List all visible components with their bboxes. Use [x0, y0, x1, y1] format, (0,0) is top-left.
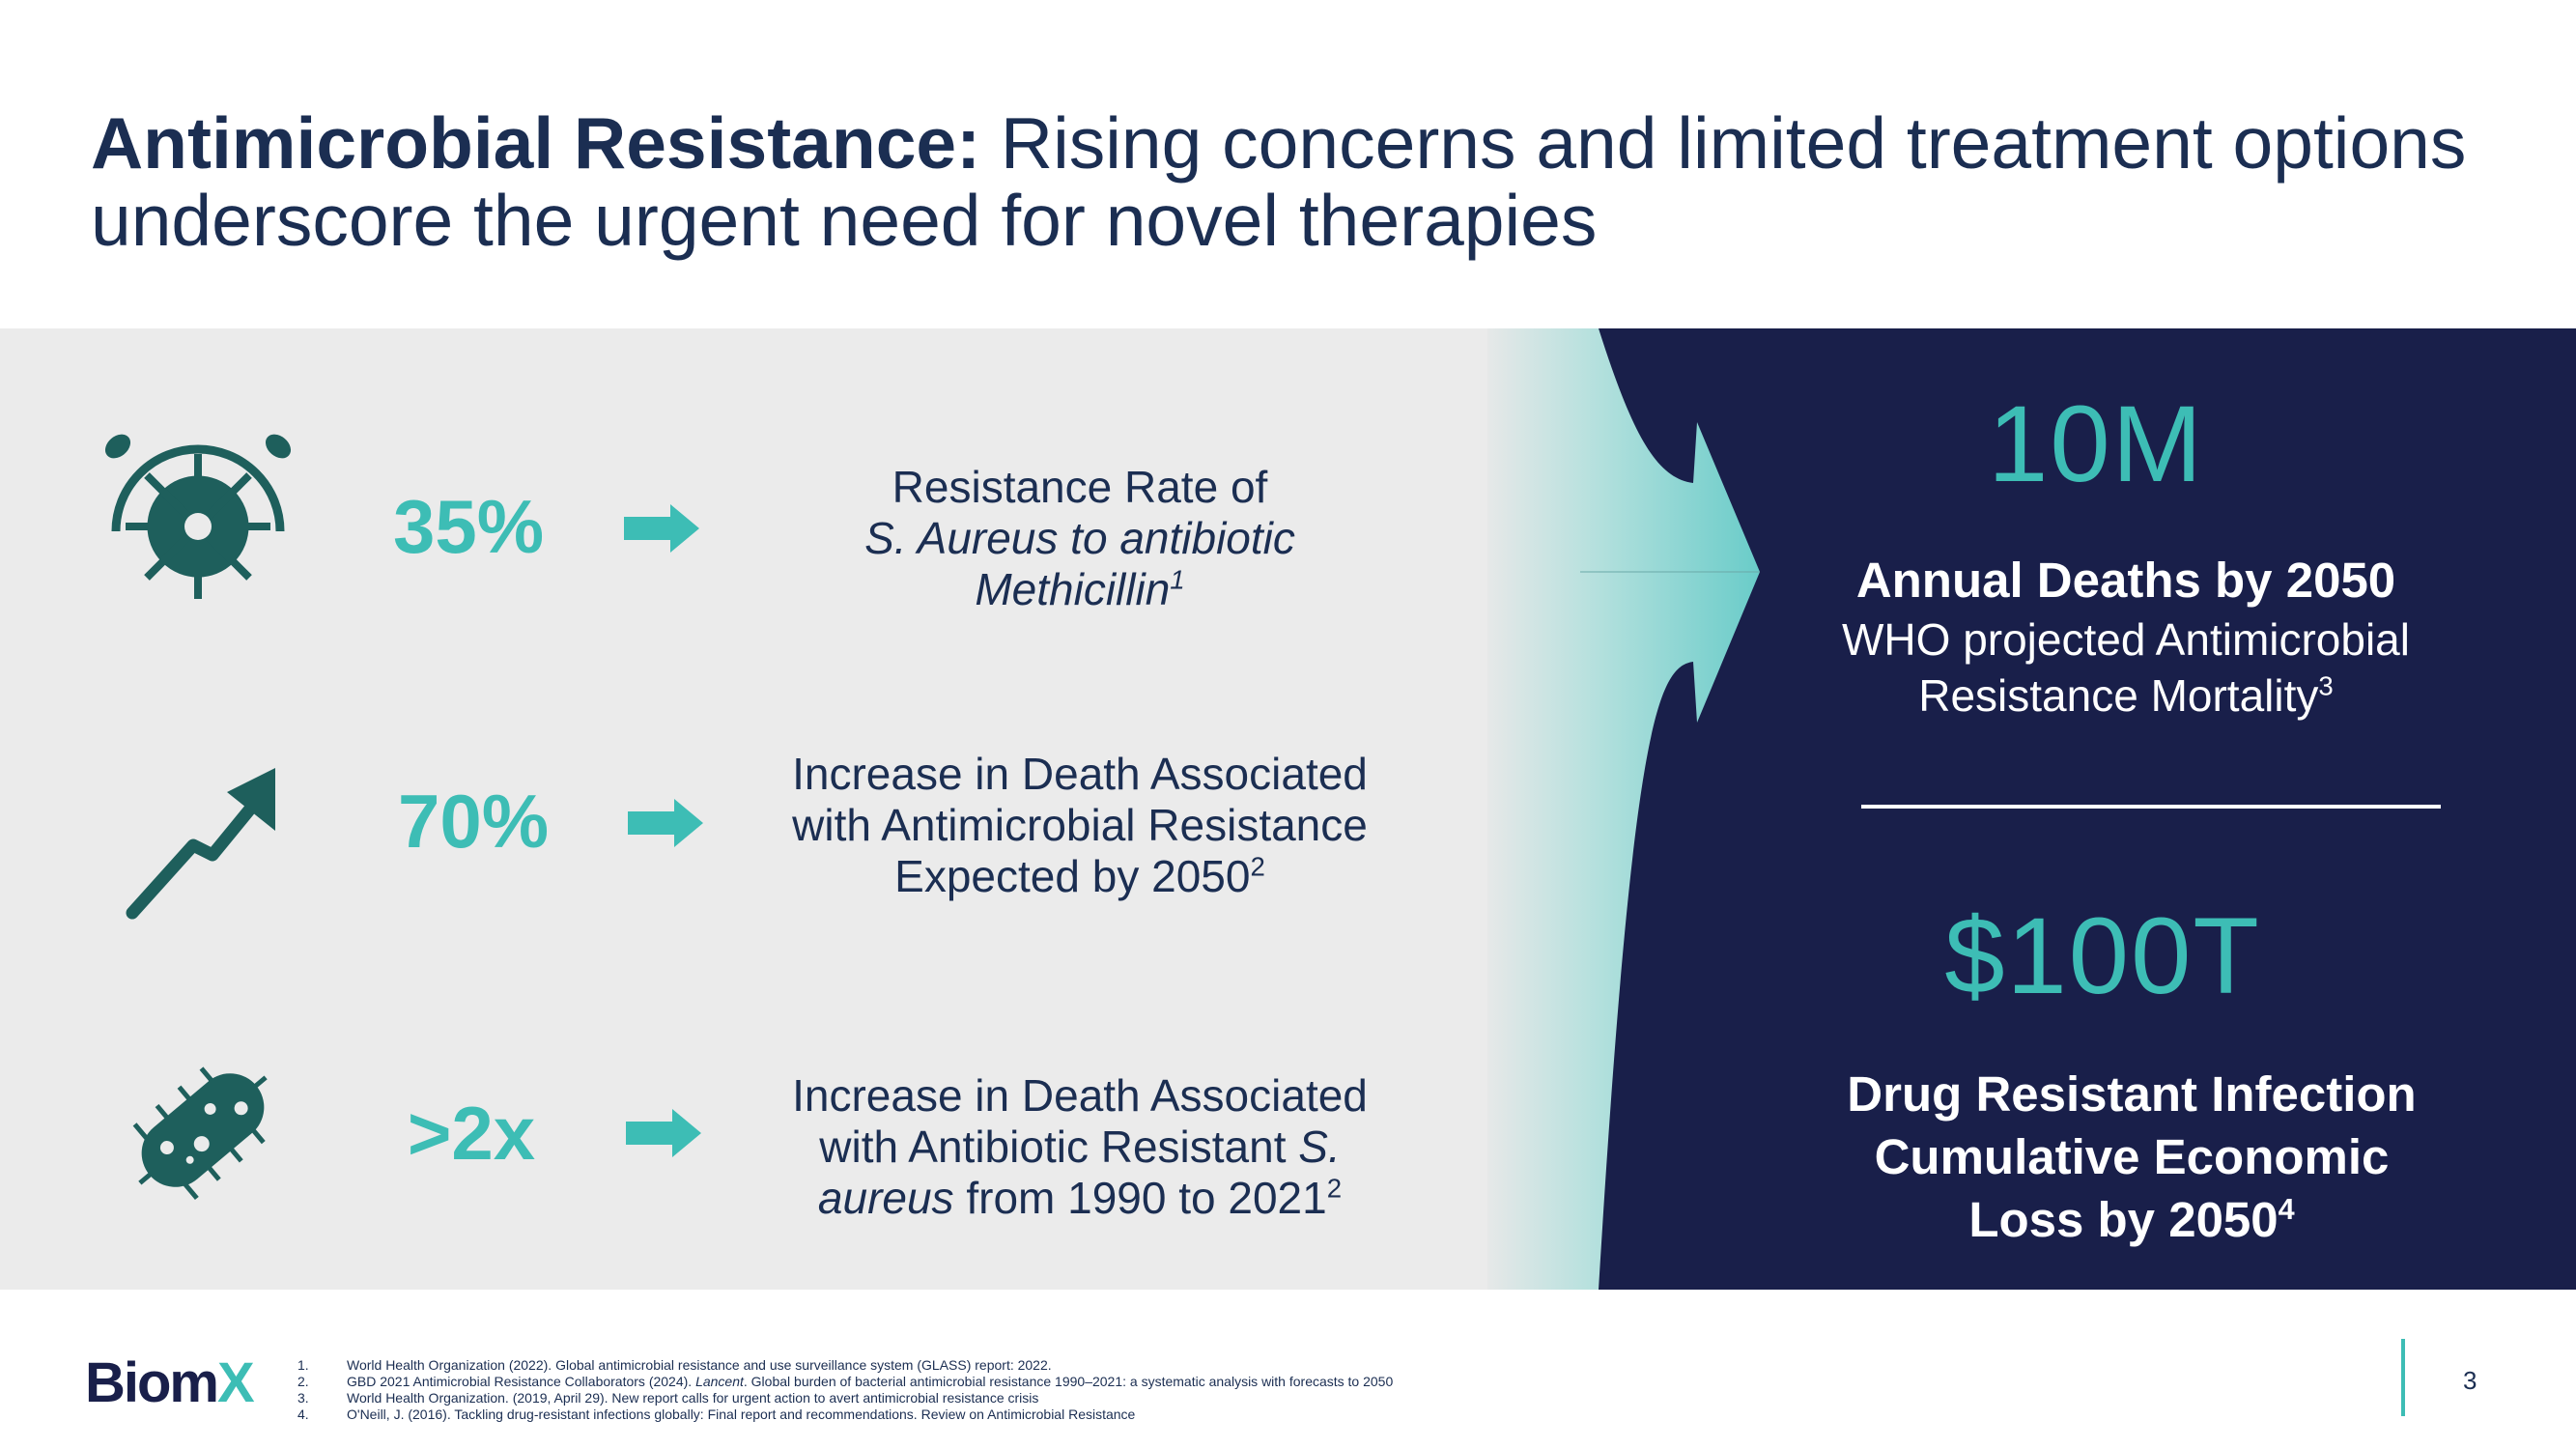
stat-value: 35%: [392, 484, 545, 569]
footnote-text: . Global burden of bacterial antimicrobi…: [743, 1374, 1394, 1389]
footnote: 2. GBD 2021 Antimicrobial Resistance Coll…: [297, 1374, 1393, 1390]
desc-italic: S.: [1298, 1122, 1341, 1172]
footnote-ref: 2: [1250, 851, 1265, 882]
stat-description: Increase in Death Associated with Antibi…: [713, 1070, 1447, 1224]
deaths-value: 10M: [1988, 384, 2204, 504]
stat-description: Increase in Death Associated with Antimi…: [713, 749, 1447, 902]
desc-line: from 1990 to 2021: [953, 1173, 1327, 1223]
biomx-logo: BiomX: [85, 1350, 255, 1415]
footer-divider: [2401, 1339, 2405, 1416]
right-arrow-icon: [628, 799, 703, 847]
footnote: 4. O'Neill, J. (2016). Tackling drug-resi…: [297, 1406, 1135, 1423]
footnote-text: O'Neill, J. (2016). Tackling drug-resist…: [347, 1406, 1136, 1422]
title-line: Cumulative Economic: [1874, 1129, 2390, 1184]
footnote-number: 2.: [297, 1374, 309, 1389]
footnote-text: GBD 2021 Antimicrobial Resistance Collab…: [347, 1374, 696, 1389]
title-line: Drug Resistant Infection: [1847, 1066, 2417, 1122]
desc-line: Methicillin: [975, 564, 1171, 614]
footnote-journal: Lancent: [695, 1374, 744, 1389]
economic-value: $100T: [1944, 895, 2261, 1016]
footnote-ref: 4: [2278, 1193, 2295, 1226]
stat-value: >2x: [407, 1091, 536, 1176]
footnote: 3. World Health Organization. (2019, Apri…: [297, 1390, 1038, 1406]
slide-title: Antimicrobial Resistance: Rising concern…: [91, 104, 2505, 259]
footnote-ref: 3: [2318, 670, 2334, 701]
footnote-text: World Health Organization. (2019, April …: [347, 1390, 1039, 1406]
economic-title: Drug Resistant Infection Cumulative Econ…: [1765, 1063, 2499, 1251]
footnote: 1. World Health Organization (2022). Glob…: [297, 1357, 1052, 1374]
stat-value: 70%: [397, 779, 550, 864]
title-rest: Rising concerns and limited treatment op…: [91, 102, 2467, 261]
logo-text: Biom: [85, 1351, 219, 1414]
desc-line: Expected by 2050: [894, 851, 1251, 901]
desc-line: with Antimicrobial Resistance: [792, 800, 1368, 850]
title-bold: Antimicrobial Resistance:: [91, 102, 981, 184]
alarm-virus-icon: [104, 434, 292, 599]
flow-arrow-shape: [1487, 328, 1760, 1290]
divider: [1861, 805, 2441, 809]
bacterium-icon: [132, 1066, 268, 1201]
footnote-number: 3.: [297, 1390, 309, 1406]
stat-description: Resistance Rate of S. Aureus to antibiot…: [713, 462, 1447, 615]
title-line: Loss by 2050: [1968, 1192, 2279, 1247]
footnote-number: 4.: [297, 1406, 309, 1422]
footnote-ref: 1: [1170, 564, 1185, 595]
sub-line: Resistance Mortality: [1918, 670, 2319, 721]
footnote-ref: 2: [1326, 1173, 1343, 1204]
right-arrow-icon: [624, 504, 699, 553]
footnote-number: 1.: [297, 1357, 309, 1373]
right-arrow-icon: [626, 1109, 701, 1157]
footnote-text: World Health Organization (2022). Global…: [347, 1357, 1052, 1373]
desc-line: Increase in Death Associated: [792, 749, 1368, 799]
desc-line: S. Aureus to antibiotic: [864, 513, 1295, 563]
desc-line: Resistance Rate of: [892, 462, 1268, 512]
page-number: 3: [2463, 1366, 2477, 1395]
desc-italic: aureus: [817, 1173, 954, 1223]
desc-line: Increase in Death Associated: [792, 1070, 1368, 1121]
deaths-title: Annual Deaths by 2050: [1855, 553, 2396, 608]
sub-line: WHO projected Antimicrobial: [1842, 614, 2410, 665]
deaths-sub: WHO projected Antimicrobial Resistance M…: [1759, 611, 2493, 724]
trend-up-arrow-icon: [126, 768, 275, 920]
desc-line: with Antibiotic Resistant: [819, 1122, 1299, 1172]
impact-panel: [1599, 328, 2576, 1290]
logo-x: X: [217, 1351, 255, 1414]
